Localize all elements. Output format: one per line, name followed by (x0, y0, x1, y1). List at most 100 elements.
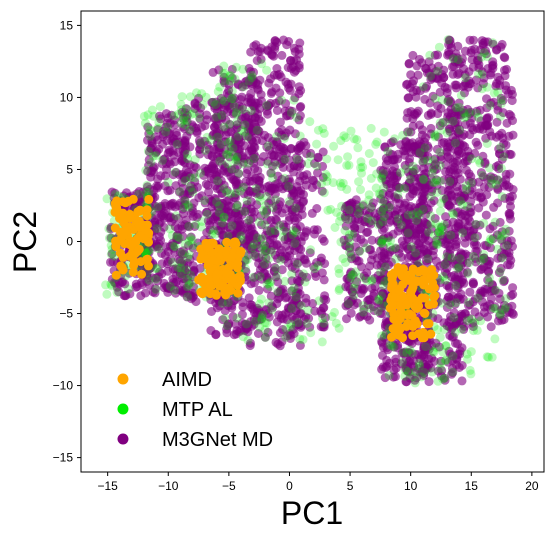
data-point (488, 63, 498, 73)
data-point (260, 220, 270, 230)
data-point (295, 276, 305, 286)
data-point (377, 364, 387, 374)
data-point (128, 194, 138, 204)
data-point (501, 224, 511, 234)
data-point (407, 284, 417, 294)
data-point (279, 134, 289, 143)
data-point (454, 262, 464, 272)
data-point (292, 194, 302, 204)
data-point (153, 135, 162, 145)
data-point (107, 281, 117, 291)
data-point (263, 141, 273, 151)
data-point (280, 276, 290, 286)
x-tick-label: 10 (404, 479, 418, 493)
data-point (385, 242, 395, 252)
data-point (328, 178, 338, 188)
data-point (281, 309, 291, 318)
data-point (209, 225, 219, 235)
data-point (271, 264, 281, 273)
data-point (449, 270, 459, 280)
data-point (163, 177, 173, 187)
data-point (144, 245, 154, 255)
data-point (342, 274, 352, 284)
data-point (435, 161, 445, 170)
data-point (404, 178, 414, 188)
data-point (442, 303, 452, 312)
data-point (342, 314, 351, 324)
data-point (449, 313, 459, 323)
data-point (421, 256, 431, 266)
data-point (377, 206, 387, 216)
data-point (191, 220, 201, 229)
data-point (249, 315, 259, 324)
data-point (186, 291, 196, 301)
data-point (149, 111, 159, 121)
data-point (287, 276, 297, 286)
data-point (272, 137, 281, 147)
data-point (486, 235, 496, 245)
data-point (504, 182, 514, 192)
data-point (254, 192, 264, 202)
data-point (102, 194, 112, 204)
data-point (165, 200, 175, 210)
data-point (265, 227, 275, 236)
data-point (334, 285, 344, 295)
data-point (306, 245, 316, 255)
data-point (148, 163, 158, 173)
data-point (411, 215, 421, 225)
data-point (166, 212, 176, 222)
data-point (490, 334, 500, 344)
data-point (481, 241, 491, 251)
data-point (209, 97, 219, 107)
data-point (212, 128, 222, 138)
data-point (460, 238, 470, 248)
data-point (155, 218, 165, 228)
data-point (384, 202, 394, 212)
data-point (435, 118, 445, 128)
data-point (271, 195, 281, 205)
data-point (336, 211, 346, 221)
data-point (139, 111, 149, 121)
data-point (351, 267, 361, 277)
data-point (357, 215, 367, 225)
data-point (262, 318, 272, 328)
data-point (385, 149, 395, 159)
data-point (408, 372, 418, 382)
data-point (267, 305, 277, 315)
data-point (180, 120, 190, 130)
data-point (153, 123, 163, 133)
data-point (424, 284, 434, 294)
data-point (462, 267, 472, 277)
data-point (136, 194, 146, 204)
data-point (432, 175, 441, 185)
data-point (107, 249, 117, 259)
data-point (393, 226, 403, 236)
data-point (482, 114, 492, 124)
data-point (280, 131, 290, 141)
data-point (295, 111, 305, 121)
data-point (184, 249, 194, 259)
data-point (410, 142, 420, 152)
data-point (350, 279, 360, 289)
data-point (179, 112, 189, 122)
y-tick-label: −15 (53, 451, 74, 465)
data-point (412, 211, 422, 221)
data-point (420, 143, 430, 153)
data-point (286, 322, 296, 332)
data-point (268, 173, 278, 183)
data-point (312, 139, 322, 149)
data-point (319, 318, 329, 328)
data-point (454, 102, 464, 112)
data-point (255, 75, 265, 85)
data-point (469, 279, 478, 289)
data-point (504, 131, 514, 141)
data-point (477, 84, 487, 94)
data-point (396, 168, 405, 178)
data-point (183, 292, 192, 302)
data-point (288, 226, 298, 236)
data-point (347, 270, 357, 280)
data-point (426, 123, 436, 133)
data-point (470, 233, 480, 243)
data-point (440, 356, 450, 366)
data-point (230, 74, 240, 84)
